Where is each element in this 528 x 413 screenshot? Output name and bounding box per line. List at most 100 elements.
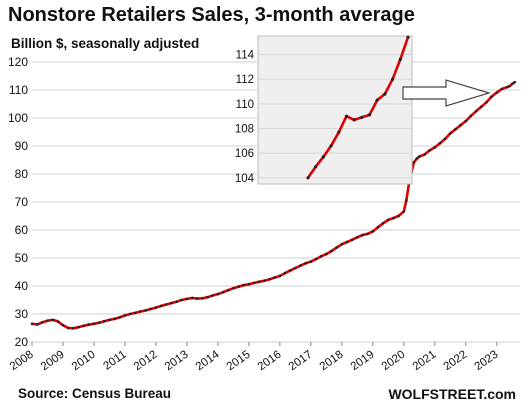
data-point [206,295,209,299]
data-point [71,327,75,330]
data-point [335,246,338,249]
x-tick-label-2019: 2019 [349,349,377,374]
data-point [392,216,395,220]
data-point [438,141,442,145]
inset-y-tick-label-104: 104 [235,173,255,185]
inset-data-point [344,114,349,118]
data-point [30,322,34,326]
data-point [211,294,214,297]
y-tick-label-30: 30 [15,307,29,321]
data-point [113,317,116,321]
data-point [118,316,121,319]
x-tick-label-2015: 2015 [225,349,253,374]
data-point [449,132,452,135]
data-point [108,318,111,322]
data-point [397,214,400,218]
inset-data-point [321,155,325,159]
data-point [418,155,421,158]
data-point [428,149,431,152]
data-point [149,307,152,311]
y-tick-label-90: 90 [15,139,29,153]
inset-data-point [329,144,333,148]
inset-data-point [314,165,318,169]
data-point [247,283,251,286]
data-point [128,312,132,316]
data-point [454,127,457,131]
data-point [350,238,354,242]
inset-series-line [306,36,410,179]
arrow-shape [402,79,492,107]
x-tick-label-2023: 2023 [473,349,501,374]
y-tick-label-110: 110 [9,83,28,97]
x-tick-label-2022: 2022 [442,349,470,374]
data-point [405,199,408,202]
data-point [412,160,416,164]
data-point [170,301,173,305]
data-point [469,114,473,118]
data-point [226,288,230,292]
data-point [505,85,509,89]
data-point [195,297,199,300]
data-point [154,306,158,309]
data-point [485,101,488,104]
data-point [77,325,80,329]
data-point [474,110,478,113]
inset-data-point [360,115,364,119]
data-point [216,292,220,296]
data-point [288,269,292,272]
chart-subtitle: Billion $, seasonally adjusted [11,36,200,51]
data-point [480,105,483,109]
data-point [356,236,359,239]
x-tick-label-2018: 2018 [318,349,346,374]
inset-y-tick-label-110: 110 [236,99,254,111]
data-point [500,87,504,91]
data-point [82,324,85,328]
inset-data-point [367,113,372,117]
data-point [283,271,287,275]
data-point [511,82,514,86]
source-label: Source: Census Bureau [18,386,172,401]
data-point [495,91,499,94]
data-point [459,124,462,127]
data-point [133,311,137,315]
data-point [513,80,516,84]
x-tick-label-2017: 2017 [287,349,315,374]
data-point [366,232,369,236]
inset-data-point [398,57,402,62]
data-point [268,278,271,281]
data-point [257,280,261,284]
y-tick-label-60: 60 [15,223,29,237]
x-tick-label-2021: 2021 [411,349,439,374]
x-tick-label-2020: 2020 [380,349,408,374]
data-point [139,310,142,313]
inset-data-point [352,118,356,122]
inset-data-point [337,130,341,134]
y-tick-label-120: 120 [8,55,28,69]
y-tick-label-100: 100 [8,111,28,125]
inset-data-point [375,98,379,102]
data-point [294,266,297,270]
main-y-tick-labels: 20 30 40 50 60 70 80 90 100 110 120 [8,55,28,349]
data-point [415,157,419,160]
data-point [97,321,101,325]
data-point [319,254,323,258]
data-point [185,297,189,301]
inset-zoom-chart: 104 106 108 110 112 114 [235,35,413,185]
x-tick-label-2009: 2009 [39,349,67,374]
data-point [40,321,44,324]
y-tick-label-80: 80 [15,167,29,181]
data-point [345,240,349,244]
data-point [242,283,245,287]
inset-y-tick-label-114: 114 [236,50,255,62]
data-point [381,222,385,225]
data-point [56,320,59,323]
credit-label: WOLFSTREET.com [388,386,516,402]
data-point [371,230,375,233]
inset-data-point [406,35,410,39]
data-point [340,243,344,246]
inset-data-point [383,92,387,96]
x-tick-label-2012: 2012 [132,349,160,374]
data-point [67,326,70,330]
inset-background [257,35,413,185]
